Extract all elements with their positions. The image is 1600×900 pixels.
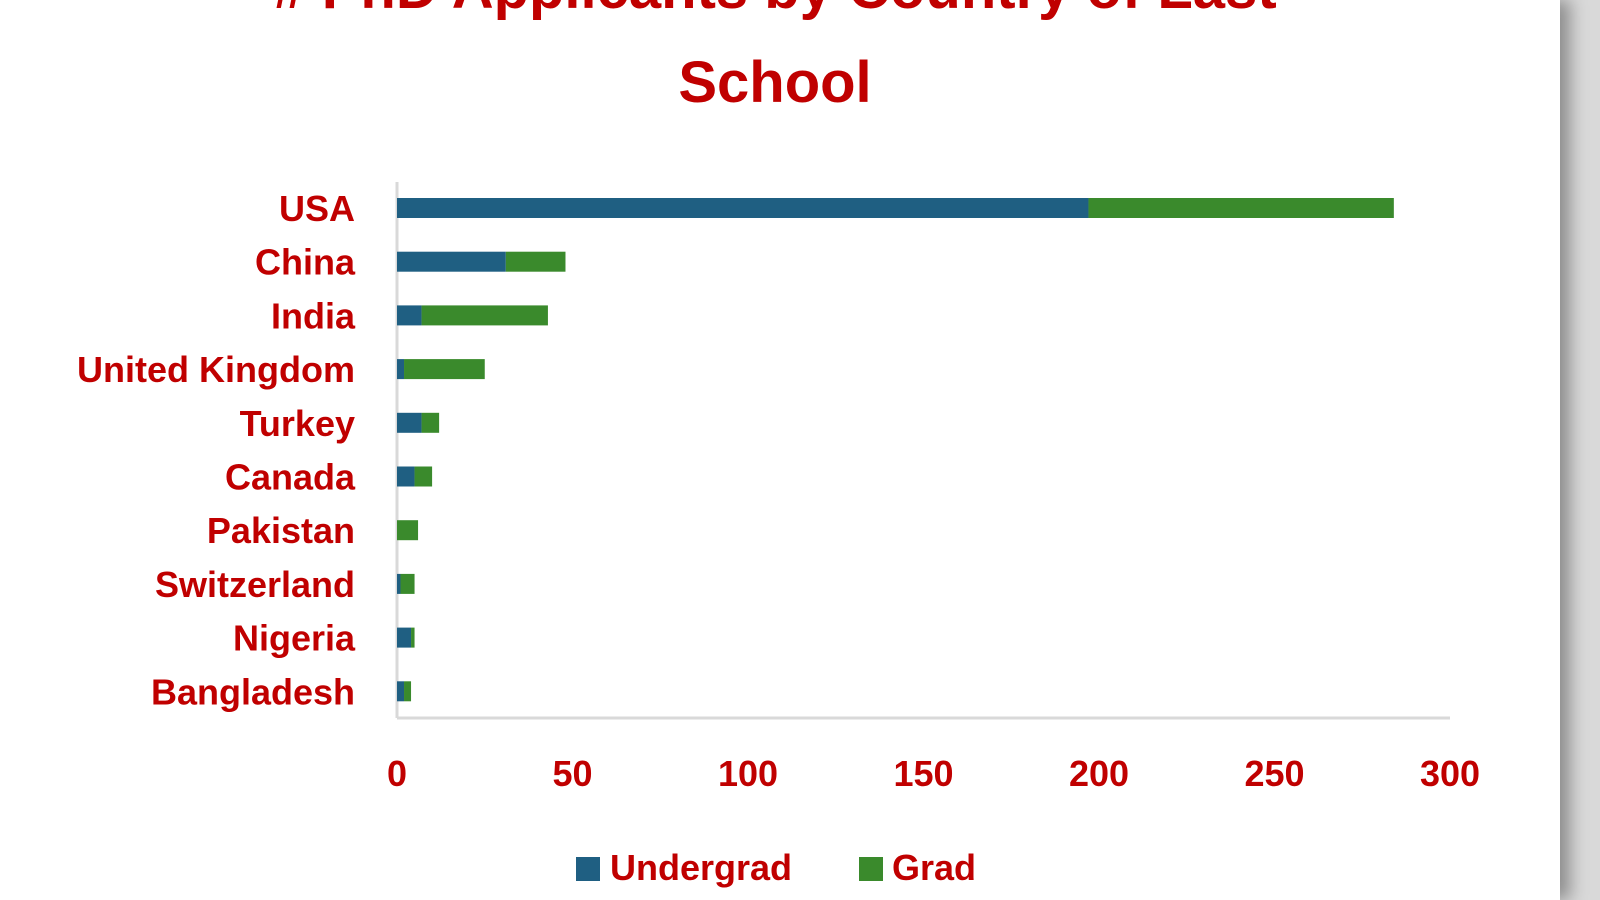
x-tick-label: 0 (387, 753, 407, 794)
category-label: United Kingdom (77, 349, 355, 390)
bar-undergrad-china (397, 251, 506, 272)
chart-title-line-1: # PhD Applicants by Country of Last (273, 0, 1276, 21)
legend-label-grad: Grad (892, 847, 976, 888)
x-tick-label: 250 (1244, 753, 1304, 794)
category-label: India (271, 295, 356, 336)
chart-title-line-2: School (678, 50, 871, 115)
bar-undergrad-nigeria (397, 627, 412, 648)
bar-undergrad-canada (397, 466, 415, 487)
bar-undergrad-turkey (397, 412, 422, 433)
legend-swatch-undergrad (576, 857, 600, 881)
plot-area: USA China India United Kingdom Turkey Canada P… (77, 182, 1480, 794)
bar-grad-nigeria (411, 627, 415, 648)
bar-grad-india (421, 305, 548, 326)
bar-grad-united-kingdom (404, 359, 485, 380)
x-tick-label: 200 (1069, 753, 1129, 794)
category-label: Pakistan (207, 510, 355, 551)
category-label: Switzerland (155, 564, 355, 605)
bar-grad-turkey (421, 412, 440, 433)
bar-undergrad-bangladesh (397, 681, 405, 702)
bar-grad-usa (1088, 198, 1394, 218)
bar-undergrad-switzerland (397, 573, 401, 594)
x-tick-label: 100 (718, 753, 778, 794)
slide: # PhD Applicants by Country of Last Scho… (0, 0, 1560, 900)
category-label: Bangladesh (151, 671, 355, 712)
legend: Undergrad Grad (576, 847, 976, 888)
chart: # PhD Applicants by Country of Last Scho… (77, 0, 1480, 888)
category-label: Nigeria (233, 618, 356, 659)
legend-label-undergrad: Undergrad (610, 847, 792, 888)
bar-grad-pakistan (397, 520, 419, 541)
x-tick-label: 300 (1420, 753, 1480, 794)
legend-swatch-grad (859, 857, 883, 881)
bar-grad-switzerland (400, 573, 415, 594)
x-tick-label: 50 (552, 753, 592, 794)
bar-undergrad-usa (397, 198, 1089, 218)
category-label: USA (279, 188, 355, 229)
bar-undergrad-india (397, 305, 422, 326)
chart-title: # PhD Applicants by Country of Last Scho… (273, 0, 1276, 115)
category-label: Turkey (240, 403, 355, 444)
x-tick-label: 150 (893, 753, 953, 794)
bar-undergrad-united-kingdom (397, 359, 405, 380)
category-label: Canada (225, 457, 356, 498)
bar-grad-canada (414, 466, 433, 487)
category-label: China (255, 242, 356, 283)
bar-grad-bangladesh (404, 681, 412, 702)
bar-grad-china (505, 251, 566, 272)
